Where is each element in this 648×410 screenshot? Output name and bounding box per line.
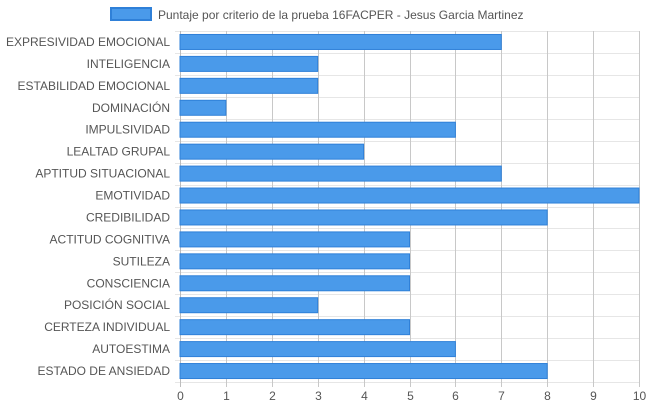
bar[interactable] bbox=[179, 143, 365, 160]
bar[interactable] bbox=[179, 341, 456, 358]
category-label: CERTEZA INDIVIDUAL bbox=[44, 320, 170, 334]
x-tick-label: 3 bbox=[315, 389, 322, 403]
bar[interactable] bbox=[179, 231, 410, 248]
legend[interactable]: Puntaje por criterio de la prueba 16FACP… bbox=[110, 7, 524, 22]
category-label: POSICIÓN SOCIAL bbox=[64, 297, 170, 312]
x-tick-labels: 0 1 2 3 4 5 6 7 8 9 10 bbox=[177, 389, 646, 403]
bar[interactable] bbox=[179, 363, 548, 380]
bar[interactable] bbox=[179, 209, 548, 226]
category-label: LEALTAD GRUPAL bbox=[67, 145, 171, 159]
x-tick-label: 0 bbox=[177, 389, 184, 403]
bar[interactable] bbox=[179, 187, 640, 204]
x-tick-label: 1 bbox=[223, 389, 230, 403]
bar[interactable] bbox=[179, 33, 502, 50]
x-tick-label: 5 bbox=[407, 389, 414, 403]
x-tick-label: 10 bbox=[633, 389, 647, 403]
bar[interactable] bbox=[179, 319, 410, 336]
category-label: CONSCIENCIA bbox=[87, 276, 170, 290]
legend-label[interactable]: Puntaje por criterio de la prueba 16FACP… bbox=[158, 8, 524, 22]
x-tick-label: 7 bbox=[498, 389, 505, 403]
x-tick-label: 9 bbox=[590, 389, 597, 403]
x-tick-label: 8 bbox=[544, 389, 551, 403]
x-tick-label: 4 bbox=[361, 389, 368, 403]
bar[interactable] bbox=[179, 121, 456, 138]
category-label: EXPRESIVIDAD EMOCIONAL bbox=[6, 35, 170, 49]
bar[interactable] bbox=[179, 99, 227, 116]
category-label: EMOTIVIDAD bbox=[95, 189, 170, 203]
bar[interactable] bbox=[179, 55, 319, 72]
category-label: APTITUD SITUACIONAL bbox=[35, 167, 170, 181]
category-label: ACTITUD COGNITIVA bbox=[50, 232, 170, 246]
bar[interactable] bbox=[179, 275, 410, 292]
bar[interactable] bbox=[179, 77, 319, 94]
x-tick-label: 2 bbox=[269, 389, 276, 403]
bar[interactable] bbox=[179, 165, 502, 182]
category-label: IMPULSIVIDAD bbox=[85, 123, 170, 137]
category-label: INTELIGENCIA bbox=[87, 57, 170, 71]
bar[interactable] bbox=[179, 253, 410, 270]
bar[interactable] bbox=[179, 297, 319, 314]
category-label: ESTABILIDAD EMOCIONAL bbox=[18, 79, 171, 93]
x-tick-label: 6 bbox=[452, 389, 459, 403]
category-label: DOMINACIÓN bbox=[92, 100, 170, 115]
category-label: CREDIBILIDAD bbox=[86, 210, 170, 224]
category-labels: EXPRESIVIDAD EMOCIONAL INTELIGENCIA ESTABI… bbox=[6, 35, 170, 378]
legend-swatch[interactable] bbox=[110, 7, 152, 21]
bars bbox=[179, 33, 640, 380]
grid-lines bbox=[175, 31, 640, 387]
category-label: SUTILEZA bbox=[113, 254, 170, 268]
category-label: AUTOESTIMA bbox=[92, 342, 170, 356]
category-label: ESTADO DE ANSIEDAD bbox=[38, 364, 171, 378]
